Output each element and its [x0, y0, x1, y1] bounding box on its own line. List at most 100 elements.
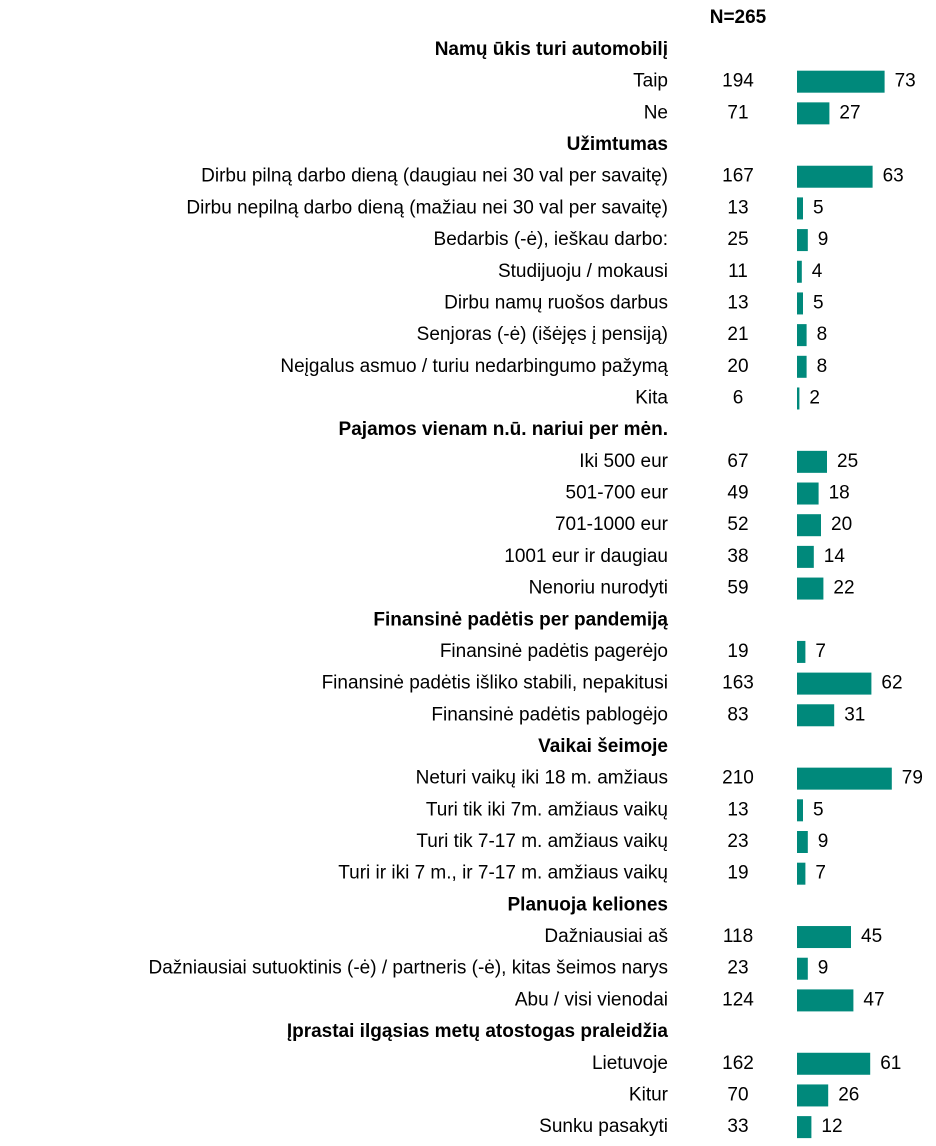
- n-value: 71: [727, 102, 748, 123]
- n-value: 23: [727, 958, 748, 979]
- value-label: 61: [880, 1053, 901, 1074]
- value-label: 7: [815, 863, 826, 884]
- value-label: 79: [902, 768, 923, 789]
- row-label: Iki 500 eur: [579, 451, 668, 472]
- row-label: Dirbu namų ruošos darbus: [444, 292, 668, 313]
- value-label: 20: [831, 514, 852, 535]
- row-label: Neįgalus asmuo / turiu nedarbingumo pažy…: [280, 356, 668, 377]
- bar: [797, 387, 800, 410]
- value-label: 62: [881, 673, 902, 694]
- n-value: 49: [727, 483, 748, 504]
- row-label: Abu / visi vienodai: [515, 989, 668, 1010]
- bar: [797, 862, 806, 885]
- bar: [797, 450, 827, 473]
- group-title: Įprastai ilgąsias metų atostogas praleid…: [287, 1021, 669, 1042]
- n-value: 13: [727, 799, 748, 820]
- value-label: 25: [837, 451, 858, 472]
- row-label: Turi ir iki 7 m., ir 7-17 m. amžiaus vai…: [338, 863, 668, 884]
- bar: [797, 260, 802, 283]
- value-label: 26: [838, 1084, 859, 1105]
- bar: [797, 831, 808, 853]
- row-label: Dirbu pilną darbo dieną (daugiau nei 30 …: [201, 166, 668, 187]
- row-label: Dažniausiai aš: [544, 926, 668, 947]
- value-label: 2: [809, 387, 820, 408]
- n-value: 19: [727, 641, 748, 662]
- group-title: Užimtumas: [567, 134, 668, 155]
- n-value: 124: [722, 989, 754, 1010]
- n-value: 19: [727, 863, 748, 884]
- value-label: 63: [883, 166, 904, 187]
- n-value: 162: [722, 1053, 754, 1074]
- row-label: Sunku pasakyti: [539, 1116, 668, 1137]
- row-label: Dirbu nepilną darbo dieną (mažiau nei 30…: [186, 197, 668, 218]
- bar: [797, 704, 835, 727]
- n-value: 13: [727, 292, 748, 313]
- value-label: 12: [821, 1116, 842, 1137]
- row-label: Turi tik iki 7m. amžiaus vaikų: [426, 799, 668, 820]
- row-label: Studijuoju / mokausi: [498, 261, 668, 282]
- bar: [797, 957, 808, 980]
- row-label: 701-1000 eur: [555, 514, 669, 535]
- row-label: Lietuvoje: [592, 1053, 668, 1074]
- bar: [797, 545, 814, 568]
- value-label: 5: [813, 799, 824, 820]
- bar: [797, 799, 803, 822]
- group-title: Finansinė padėtis per pandemiją: [373, 609, 668, 630]
- bar: [797, 355, 807, 378]
- value-label: 4: [812, 261, 823, 282]
- n-value: 118: [723, 926, 753, 947]
- bar: [797, 767, 892, 790]
- value-label: 31: [844, 704, 865, 725]
- n-value: 11: [728, 261, 748, 282]
- n-value: 194: [722, 71, 754, 92]
- bar: [797, 989, 854, 1012]
- n-value: 38: [727, 546, 748, 567]
- bar: [797, 197, 803, 220]
- bar: [797, 1084, 829, 1107]
- bar: [797, 640, 806, 663]
- row-label: Kita: [635, 387, 668, 408]
- bar: [797, 577, 824, 600]
- value-label: 8: [817, 324, 828, 345]
- n-value: 70: [727, 1084, 748, 1105]
- value-label: 9: [818, 229, 829, 250]
- n-value: 52: [727, 514, 748, 535]
- bar: [797, 292, 803, 315]
- bar: [797, 482, 819, 505]
- bar: [797, 165, 873, 188]
- bar: [797, 926, 851, 949]
- row-label: Finansinė padėtis išliko stabili, nepaki…: [322, 673, 668, 694]
- row-label: 1001 eur ir daugiau: [504, 546, 668, 567]
- n-value: 20: [727, 356, 748, 377]
- n-value: 59: [727, 578, 748, 599]
- row-label: Finansinė padėtis pagerėjo: [440, 641, 668, 662]
- n-value: 33: [727, 1116, 748, 1137]
- value-label: 14: [824, 546, 846, 567]
- n-value: 21: [727, 324, 748, 345]
- value-label: 18: [829, 483, 850, 504]
- group-title: Planuoja keliones: [508, 894, 669, 915]
- value-label: 22: [833, 578, 854, 599]
- n-value: 167: [722, 166, 754, 187]
- value-label: 9: [818, 958, 829, 979]
- value-label: 9: [818, 831, 829, 852]
- n-value: 67: [727, 451, 748, 472]
- bar: [797, 229, 808, 252]
- header: N=265: [710, 7, 767, 28]
- group-title: Vaikai šeimoje: [538, 736, 668, 757]
- bar: [797, 324, 807, 347]
- row-label: Neturi vaikų iki 18 m. amžiaus: [416, 768, 668, 789]
- row-label: Dažniausiai sutuoktinis (-ė) / partneris…: [148, 958, 668, 979]
- bar: [797, 70, 885, 93]
- value-label: 5: [813, 197, 824, 218]
- value-label: 8: [817, 356, 828, 377]
- n-value: 210: [722, 768, 754, 789]
- row-label: Ne: [644, 102, 668, 123]
- value-label: 27: [839, 102, 860, 123]
- value-label: 7: [815, 641, 826, 662]
- bar: [797, 672, 872, 695]
- group-title: Namų ūkis turi automobilį: [435, 39, 668, 60]
- n-value: 13: [727, 197, 748, 218]
- n-value: 25: [727, 229, 748, 250]
- bar: [797, 1116, 812, 1139]
